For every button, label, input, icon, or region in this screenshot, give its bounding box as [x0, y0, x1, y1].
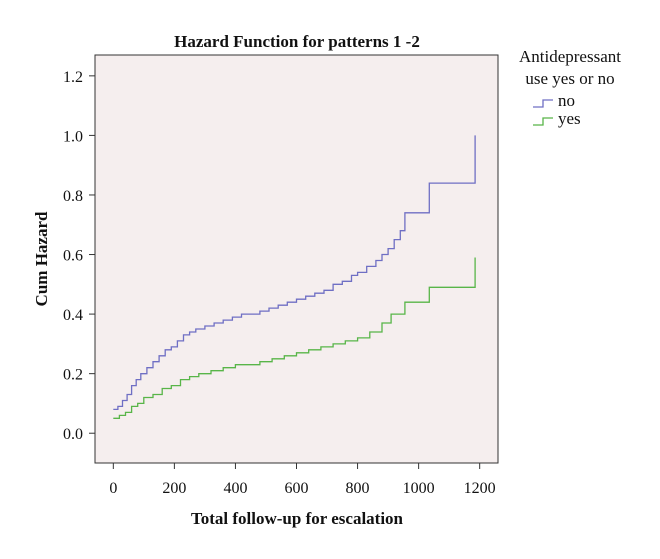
legend-swatch-yes: [533, 117, 553, 126]
x-axis: 0 200 400 600 800 1000 1200: [109, 463, 496, 497]
x-tick-label: 0: [109, 480, 117, 497]
series-line-yes: [113, 257, 476, 419]
legend-label-no: no: [558, 91, 575, 110]
legend-title-line1: Antidepressant: [519, 47, 621, 66]
y-tick-label: 0.0: [63, 426, 83, 443]
y-tick-label: 1.0: [63, 128, 83, 145]
y-tick-label: 0.2: [63, 367, 83, 384]
y-tick-label: 0.6: [63, 248, 83, 265]
x-tick-label: 200: [162, 480, 186, 497]
legend-title-line2: use yes or no: [525, 69, 614, 88]
series-line-no: [113, 135, 476, 411]
x-tick-label: 800: [346, 480, 370, 497]
legend-swatch-no: [533, 99, 553, 108]
y-axis-label: Cum Hazard: [32, 211, 51, 306]
x-tick-label: 1000: [403, 480, 435, 497]
y-tick-label: 0.4: [63, 307, 83, 324]
plot-area: [94, 54, 499, 464]
y-tick-label: 1.2: [63, 69, 83, 86]
y-axis: 0.0 0.2 0.4 0.6 0.8 1.0 1.2: [63, 69, 95, 443]
chart-title: Hazard Function for patterns 1 -2: [174, 32, 420, 51]
x-tick-label: 600: [285, 480, 309, 497]
x-tick-label: 1200: [464, 480, 496, 497]
x-axis-label: Total follow-up for escalation: [191, 509, 404, 528]
legend-label-yes: yes: [558, 109, 581, 128]
series-layer: [113, 135, 476, 419]
x-tick-label: 400: [223, 480, 247, 497]
y-tick-label: 0.8: [63, 188, 83, 205]
